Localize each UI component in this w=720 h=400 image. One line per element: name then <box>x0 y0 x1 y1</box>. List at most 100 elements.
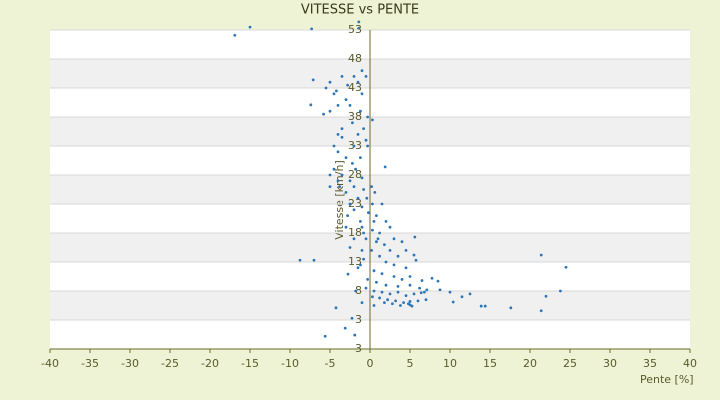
point <box>352 185 356 189</box>
point <box>383 243 386 247</box>
point <box>479 304 483 308</box>
point <box>425 288 429 292</box>
point <box>392 263 396 267</box>
y-tick-label: 43 <box>348 81 362 94</box>
point <box>340 173 344 177</box>
point <box>396 290 400 294</box>
point <box>366 278 369 281</box>
point <box>311 78 315 82</box>
point <box>408 275 412 278</box>
point <box>375 240 378 244</box>
point <box>380 290 384 294</box>
point <box>399 304 402 307</box>
point <box>370 185 373 189</box>
point <box>348 104 352 107</box>
point <box>328 173 332 177</box>
point <box>328 109 332 113</box>
y-tick-label: 28 <box>348 168 362 181</box>
point <box>340 127 344 130</box>
x-tick-label: 30 <box>603 357 617 370</box>
point <box>448 290 452 294</box>
point <box>430 276 434 280</box>
point <box>323 334 327 338</box>
point <box>388 249 392 252</box>
point <box>483 304 487 308</box>
point <box>384 220 388 223</box>
point <box>336 133 340 136</box>
point <box>384 260 388 264</box>
x-tick-label: -25 <box>161 357 179 370</box>
point <box>392 275 396 278</box>
point <box>336 179 340 183</box>
point <box>539 309 543 313</box>
point <box>418 286 421 290</box>
point <box>364 75 368 78</box>
point <box>362 188 365 191</box>
x-axis-label: Pente [%] <box>640 373 694 386</box>
x-tick-label: 20 <box>523 357 537 370</box>
point <box>378 231 381 235</box>
point <box>564 265 568 269</box>
point <box>362 257 365 261</box>
point <box>356 80 360 84</box>
y-tick-label: 38 <box>348 110 362 123</box>
y-tick-label: 23 <box>348 197 362 210</box>
point <box>544 294 548 298</box>
point <box>375 214 378 218</box>
point <box>404 249 408 252</box>
x-tick-label: -15 <box>241 357 259 370</box>
point <box>359 156 362 160</box>
point <box>362 231 365 235</box>
y-tick-label: 13 <box>348 255 362 268</box>
point <box>351 121 354 125</box>
y-tick-label: 53 <box>348 23 362 36</box>
point <box>362 127 365 130</box>
point <box>410 304 414 308</box>
point <box>352 237 356 241</box>
y-tick-label: 18 <box>348 226 362 239</box>
point <box>328 185 332 189</box>
point <box>420 279 424 282</box>
point <box>344 156 348 160</box>
point <box>414 258 418 262</box>
x-tick-label: 15 <box>483 357 497 370</box>
x-tick-label: 5 <box>407 357 414 370</box>
point <box>352 208 356 212</box>
point <box>559 289 562 293</box>
point <box>310 27 313 31</box>
point <box>416 299 420 303</box>
x-tick-label: -20 <box>201 357 219 370</box>
point <box>360 92 364 96</box>
point <box>343 326 347 330</box>
point <box>350 316 354 320</box>
point <box>353 333 357 337</box>
point <box>438 288 442 292</box>
point <box>360 301 364 304</box>
point <box>348 179 352 183</box>
point <box>360 249 364 252</box>
point <box>360 176 364 180</box>
point <box>371 295 374 299</box>
point <box>371 202 374 206</box>
point <box>392 237 396 241</box>
point <box>298 258 302 262</box>
point <box>364 138 368 142</box>
x-tick-label: 40 <box>683 357 697 370</box>
x-tick-label: -35 <box>81 357 99 370</box>
point <box>357 26 361 30</box>
point <box>407 302 410 306</box>
point <box>328 80 332 84</box>
point <box>383 301 386 304</box>
point <box>380 202 384 206</box>
point <box>359 220 362 223</box>
point <box>340 75 344 78</box>
point <box>364 286 368 290</box>
point <box>309 103 313 107</box>
y-tick-label: 48 <box>348 52 362 65</box>
point <box>460 295 464 299</box>
point <box>408 283 412 287</box>
point <box>400 240 404 244</box>
point <box>396 254 400 258</box>
point <box>364 237 368 241</box>
x-tick-label: 0 <box>367 357 374 370</box>
